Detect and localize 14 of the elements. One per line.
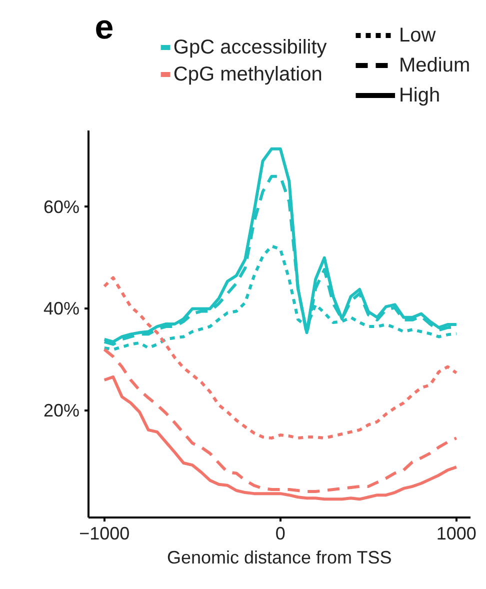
x-axis-title: Genomic distance from TSS (166, 548, 392, 568)
chart-title: e (94, 8, 114, 46)
text: High (398, 84, 440, 106)
legend-label: GpC accessibility (173, 36, 327, 58)
x-tick-label: 0 (275, 524, 286, 544)
y-tick-label: 40% (43, 298, 80, 319)
y-tick-label: 60% (43, 196, 80, 217)
y-tick-label: 20% (43, 400, 80, 421)
x-tick-label: −1000 (79, 524, 130, 544)
text: Low (398, 24, 436, 46)
text: Medium (398, 54, 470, 76)
line-series (102, 276, 458, 440)
x-tick-label: 1000 (436, 524, 476, 544)
legend-label: CpG methylation (173, 64, 322, 86)
